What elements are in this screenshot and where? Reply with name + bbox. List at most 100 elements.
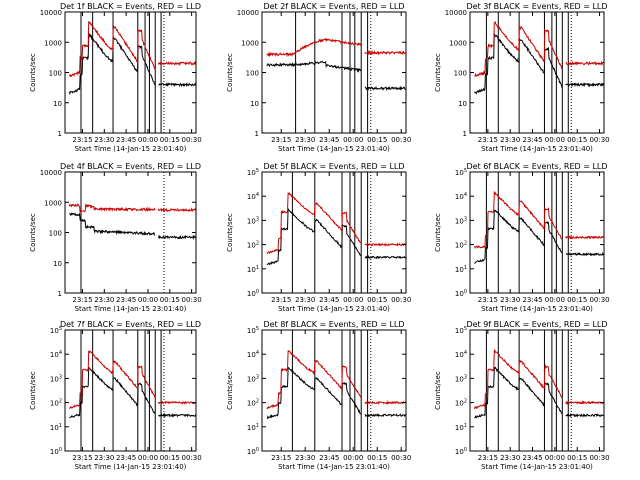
y-tick-label: 102 [50, 399, 62, 408]
series-lld-line [266, 192, 406, 255]
x-tick-label: 00:00 [545, 136, 565, 144]
y-tick-label: 100 [49, 70, 62, 78]
x-tick-label: 00:30 [589, 296, 609, 304]
y-tick-label: 102 [455, 399, 467, 408]
y-tick-label: 104 [455, 350, 467, 359]
x-tick-label: 00:00 [545, 296, 565, 304]
y-tick-label: 1000 [241, 39, 259, 47]
x-tick-label: 23:45 [522, 136, 542, 144]
x-tick-label: 23:15 [72, 136, 92, 144]
x-tick-label: 23:15 [271, 296, 291, 304]
y-tick-label: 104 [50, 350, 62, 359]
series-lld-line [68, 21, 197, 78]
plot-frame [64, 329, 197, 452]
series-lld-line [68, 203, 196, 213]
y-axis-label: Counts/sec [29, 371, 37, 410]
y-axis-label: Counts/sec [226, 53, 234, 92]
x-tick-label: 23:15 [271, 454, 291, 462]
x-tick-label: 23:45 [116, 454, 136, 462]
y-tick-label: 105 [50, 326, 62, 335]
y-tick-label: 102 [247, 399, 259, 408]
x-tick-label: 23:45 [319, 454, 339, 462]
plot-frame [469, 329, 605, 452]
x-tick-label: 00:00 [138, 136, 158, 144]
x-tick-label: 00:15 [367, 136, 387, 144]
x-tick-label: 00:15 [160, 136, 180, 144]
y-tick-label: 101 [247, 265, 259, 274]
y-axis-label: Counts/sec [434, 53, 442, 92]
panel-title: Det 1f BLACK = Events, RED = LLD [60, 2, 201, 11]
x-tick-label: 00:30 [391, 296, 411, 304]
y-tick-label: 103 [455, 216, 467, 225]
y-tick-label: 105 [455, 326, 467, 335]
x-tick-label: 23:15 [72, 296, 92, 304]
x-tick-label: 00:15 [367, 454, 387, 462]
panel-title: Det 7f BLACK = Events, RED = LLD [60, 320, 201, 329]
x-tick-label: 23:15 [72, 454, 92, 462]
x-tick-label: 23:30 [500, 454, 520, 462]
series-lld-line [68, 350, 196, 409]
series-events-line [266, 367, 407, 419]
series-events-line [474, 33, 605, 94]
x-tick-label: 23:45 [319, 136, 339, 144]
x-tick-label: 23:45 [522, 454, 542, 462]
x-tick-label: 23:45 [522, 296, 542, 304]
y-tick-label: 1000 [44, 199, 62, 207]
x-tick-label: 23:30 [500, 296, 520, 304]
x-tick-label: 00:00 [138, 296, 158, 304]
x-tick-label: 00:00 [138, 454, 158, 462]
x-axis-label: Start Time (14-Jan-15 23:01:40) [481, 305, 593, 313]
x-axis-label: Start Time (14-Jan-15 23:01:40) [75, 463, 187, 471]
series-events-line [266, 60, 406, 91]
y-tick-label: 1 [463, 130, 467, 138]
panel-8: Det 8f BLACK = Events, RED = LLD 100 101 10… [226, 320, 411, 471]
x-tick-label: 23:30 [295, 136, 315, 144]
x-tick-label: 23:45 [116, 296, 136, 304]
y-tick-label: 102 [247, 241, 259, 250]
x-tick-label: 23:30 [295, 454, 315, 462]
series-events-line [69, 366, 197, 419]
plot-frame [261, 171, 407, 294]
y-tick-label: 1 [255, 130, 259, 138]
panel-title: Det 4f BLACK = Events, RED = LLD [60, 162, 201, 171]
x-tick-label: 00:15 [160, 454, 180, 462]
y-tick-label: 10000 [40, 169, 62, 177]
x-tick-label: 00:15 [367, 296, 387, 304]
y-tick-label: 1000 [44, 39, 62, 47]
x-tick-label: 00:30 [391, 136, 411, 144]
panel-5: Det 5f BLACK = Events, RED = LLD 100 101 10… [226, 162, 411, 313]
x-tick-label: 23:30 [94, 296, 114, 304]
x-tick-label: 23:45 [116, 136, 136, 144]
y-tick-label: 100 [50, 447, 62, 456]
panel-4: Det 4f BLACK = Events, RED = LLD 1 10 100 10… [29, 162, 202, 313]
y-tick-label: 102 [455, 241, 467, 250]
x-axis-label: Start Time (14-Jan-15 23:01:40) [481, 463, 593, 471]
y-tick-label: 101 [455, 265, 467, 274]
series-events-line [68, 33, 197, 96]
x-axis-label: Start Time (14-Jan-15 23:01:40) [278, 145, 390, 153]
x-axis-label: Start Time (14-Jan-15 23:01:40) [278, 463, 390, 471]
y-tick-label: 10 [53, 260, 62, 268]
y-tick-label: 1000 [449, 39, 467, 47]
y-tick-label: 101 [50, 423, 62, 432]
panel-6: Det 6f BLACK = Events, RED = LLD 100 101 10… [434, 162, 610, 313]
y-tick-label: 103 [247, 374, 259, 383]
y-tick-label: 103 [247, 216, 259, 225]
x-axis-label: Start Time (14-Jan-15 23:01:40) [75, 305, 187, 313]
series-events-line [69, 212, 196, 241]
panel-title: Det 5f BLACK = Events, RED = LLD [263, 162, 404, 171]
panel-2: Det 2f BLACK = Events, RED = LLD 1 10 100 10… [226, 2, 411, 153]
x-tick-label: 00:00 [545, 454, 565, 462]
x-tick-label: 00:30 [589, 136, 609, 144]
x-tick-label: 23:15 [478, 136, 498, 144]
y-tick-label: 105 [247, 168, 259, 177]
plot-frame [64, 11, 197, 134]
y-tick-label: 10000 [40, 9, 62, 17]
y-tick-label: 105 [455, 168, 467, 177]
x-tick-label: 23:30 [94, 136, 114, 144]
series-lld-line [266, 350, 406, 410]
y-tick-label: 100 [455, 289, 467, 298]
x-tick-label: 00:30 [182, 296, 202, 304]
y-tick-label: 104 [455, 192, 467, 201]
y-tick-label: 104 [247, 350, 259, 359]
